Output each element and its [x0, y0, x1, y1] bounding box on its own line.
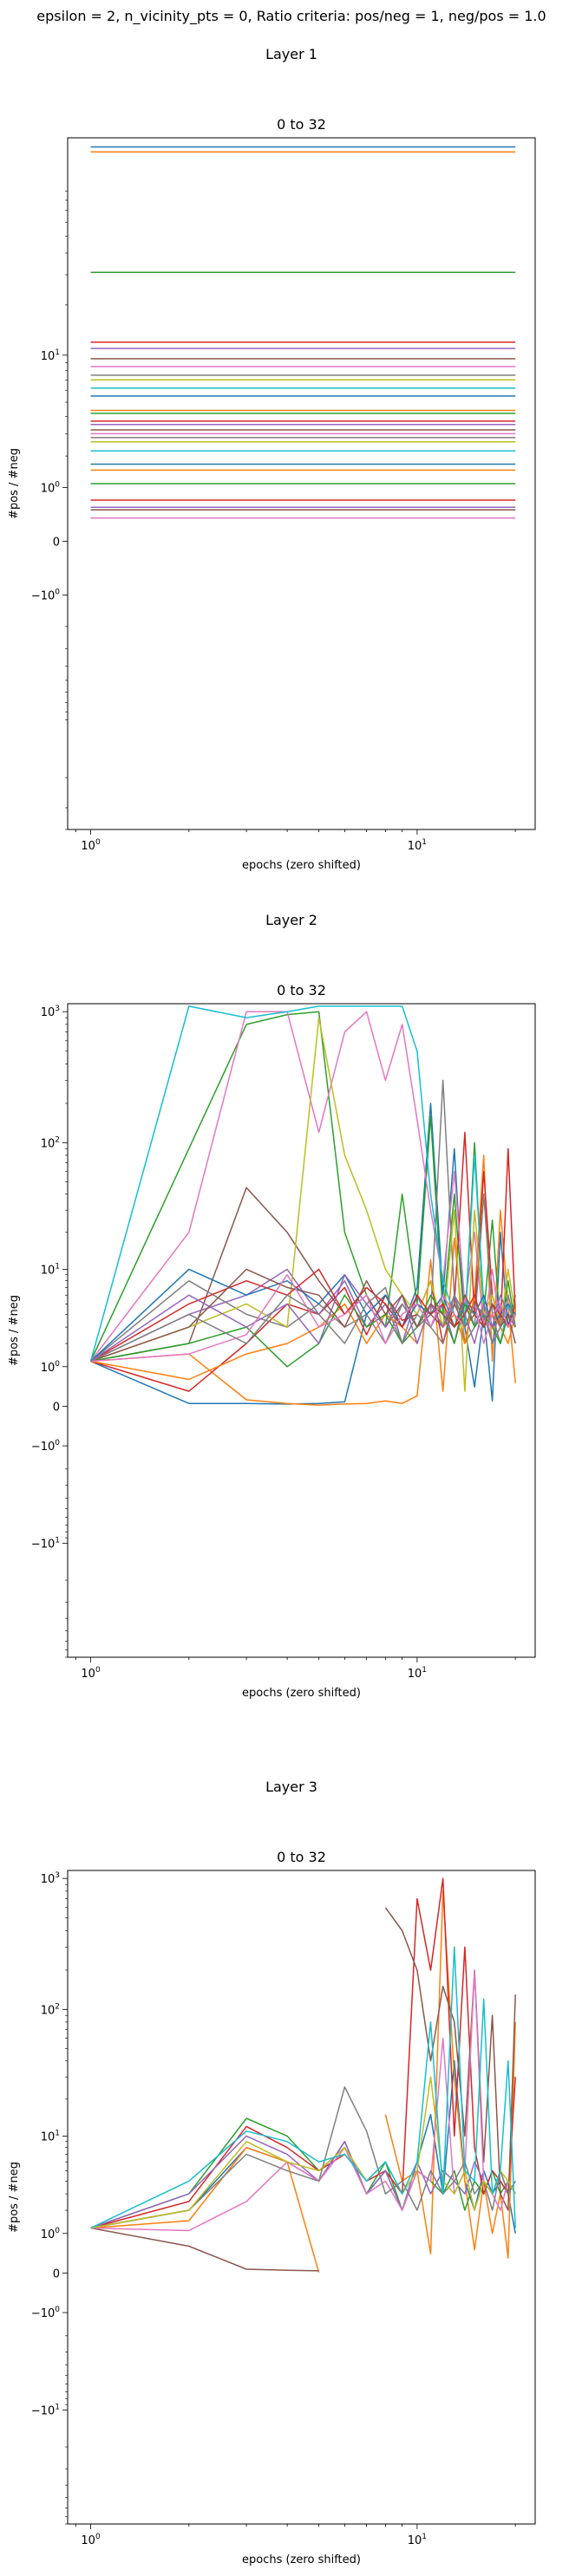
x-tick-label: 100 — [81, 838, 101, 853]
x-axis-label: epochs (zero shifted) — [242, 859, 361, 872]
figure-suptitle: epsilon = 2, n_vicinity_pts = 0, Ratio c… — [36, 8, 546, 25]
y-tick-label: 0 — [53, 2267, 60, 2280]
chart-title: 0 to 32 — [277, 116, 326, 133]
chart-panel-2: Layer 2 0 to 32 100 101 103 102 101 100 0 −100 −10… — [8, 912, 536, 1700]
series-line-9 — [90, 1017, 516, 1392]
layer-title: Layer 1 — [265, 46, 317, 62]
y-tick-label: 0 — [53, 1401, 60, 1414]
layer-title: Layer 3 — [265, 1779, 317, 1795]
series-line-15 — [90, 1273, 516, 1363]
y-tick-label: 101 — [41, 1262, 60, 1277]
x-tick-label: 100 — [81, 1666, 101, 1681]
y-tick-label: −101 — [31, 1536, 60, 1551]
series-line-6 — [90, 1907, 516, 2272]
plot-frame — [67, 1003, 536, 1658]
series-line-3 — [90, 2117, 516, 2229]
series-line-2 — [90, 1155, 516, 1406]
y-tick-label: −101 — [31, 2403, 60, 2417]
y-tick-label: 103 — [41, 1871, 60, 1886]
series-line-9 — [90, 2076, 516, 2229]
y-tick-label: −100 — [31, 1439, 60, 1454]
y-tick-label: 100 — [41, 2227, 61, 2241]
y-tick-label: 102 — [41, 2002, 60, 2017]
y-tick-label: 101 — [41, 348, 60, 363]
series-line-7 — [90, 1011, 516, 1362]
plot-frame — [67, 137, 536, 830]
y-axis-label: #pos / #neg — [8, 1295, 21, 1366]
y-tick-label: 101 — [41, 2129, 60, 2143]
x-tick-label: 100 — [81, 2533, 101, 2547]
y-tick-label: 103 — [41, 1005, 60, 1019]
x-axis-label: epochs (zero shifted) — [242, 2553, 361, 2566]
series-line-3 — [89, 1011, 516, 1362]
series-group — [90, 146, 516, 519]
layer-title: Layer 2 — [265, 912, 317, 928]
x-tick-label: 101 — [408, 2533, 427, 2547]
y-axis-label: #pos / #neg — [8, 448, 21, 519]
chart-panel-3: Layer 3 0 to 32 100 101 103 102 101 100 0 −100 −10… — [8, 1779, 536, 2566]
y-tick-label: −100 — [31, 589, 60, 603]
series-group — [89, 1005, 516, 1406]
series-group — [90, 1877, 516, 2274]
plot-frame — [67, 1870, 536, 2525]
y-tick-label: 0 — [53, 536, 60, 549]
y-axis-label: #pos / #neg — [8, 2162, 21, 2233]
x-tick-label: 101 — [408, 838, 427, 853]
series-line-18 — [90, 1286, 516, 1363]
series-line-17 — [90, 1273, 516, 1363]
chart-title: 0 to 32 — [277, 1849, 326, 1865]
x-tick-label: 101 — [408, 1666, 427, 1681]
chart-panel-1: Layer 1 0 to 32 100 101 101 100 0 −100 epochs (z… — [8, 46, 536, 872]
y-tick-label: 100 — [41, 480, 61, 495]
x-axis-label: epochs (zero shifted) — [242, 1687, 361, 1700]
series-line-10 — [90, 1946, 516, 2229]
series-line-8 — [90, 2086, 516, 2229]
y-tick-label: 100 — [41, 1360, 61, 1375]
chart-title: 0 to 32 — [277, 982, 326, 999]
y-tick-label: −100 — [31, 2306, 60, 2320]
y-tick-label: 102 — [41, 1135, 60, 1150]
